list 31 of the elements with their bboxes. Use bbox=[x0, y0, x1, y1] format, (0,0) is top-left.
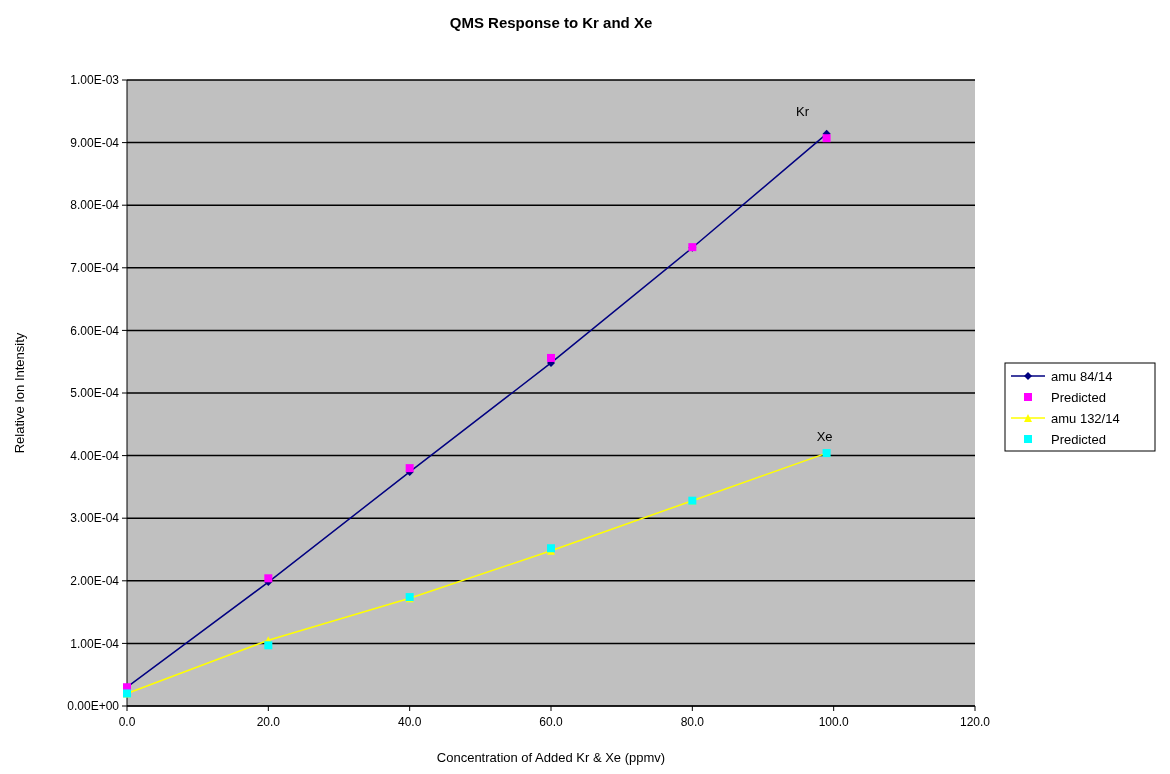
legend-label: Predicted bbox=[1051, 389, 1106, 405]
y-tick-label: 1.00E-04 bbox=[70, 636, 120, 651]
annotation: Xe bbox=[816, 429, 833, 445]
x-tick-label: 120.0 bbox=[959, 715, 991, 729]
x-tick-label: 100.0 bbox=[818, 715, 850, 729]
y-tick-label: 4.00E-04 bbox=[70, 448, 120, 463]
y-tick-label: 9.00E-04 bbox=[70, 135, 120, 150]
y-tick-label: 7.00E-04 bbox=[70, 261, 120, 275]
legend-label: amu 132/14 bbox=[1051, 410, 1120, 426]
x-tick-label: 20.0 bbox=[256, 715, 281, 729]
y-tick-label: 0.00E+00 bbox=[67, 699, 120, 714]
x-axis-title: Concentration of Added Kr & Xe (ppmv) bbox=[436, 750, 666, 765]
y-tick-label: 1.00E-03 bbox=[70, 73, 120, 88]
point bbox=[822, 134, 831, 143]
annotation: Kr bbox=[796, 103, 810, 119]
point bbox=[547, 353, 555, 362]
y-axis-title: Relative Ion Intensity bbox=[12, 332, 27, 454]
x-tick-label: 60.0 bbox=[539, 715, 563, 729]
y-tick-label: 8.00E-04 bbox=[70, 198, 120, 213]
y-tick-label: 6.00E-04 bbox=[70, 323, 120, 338]
x-tick-label: 40.0 bbox=[397, 715, 422, 729]
x-tick-label: 80.0 bbox=[680, 715, 705, 729]
y-tick-label: 2.00E-04 bbox=[70, 574, 120, 588]
y-tick-label: 3.00E-04 bbox=[70, 511, 120, 526]
legend-label: Predicted bbox=[1051, 431, 1106, 447]
legend-label: amu 84/14 bbox=[1051, 368, 1113, 384]
y-tick-label: 5.00E-04 bbox=[70, 386, 120, 401]
chart-title: QMS Response to Kr and Xe bbox=[449, 14, 653, 31]
x-tick-label: 0.0 bbox=[118, 715, 136, 729]
point bbox=[264, 641, 273, 650]
point bbox=[264, 574, 273, 583]
